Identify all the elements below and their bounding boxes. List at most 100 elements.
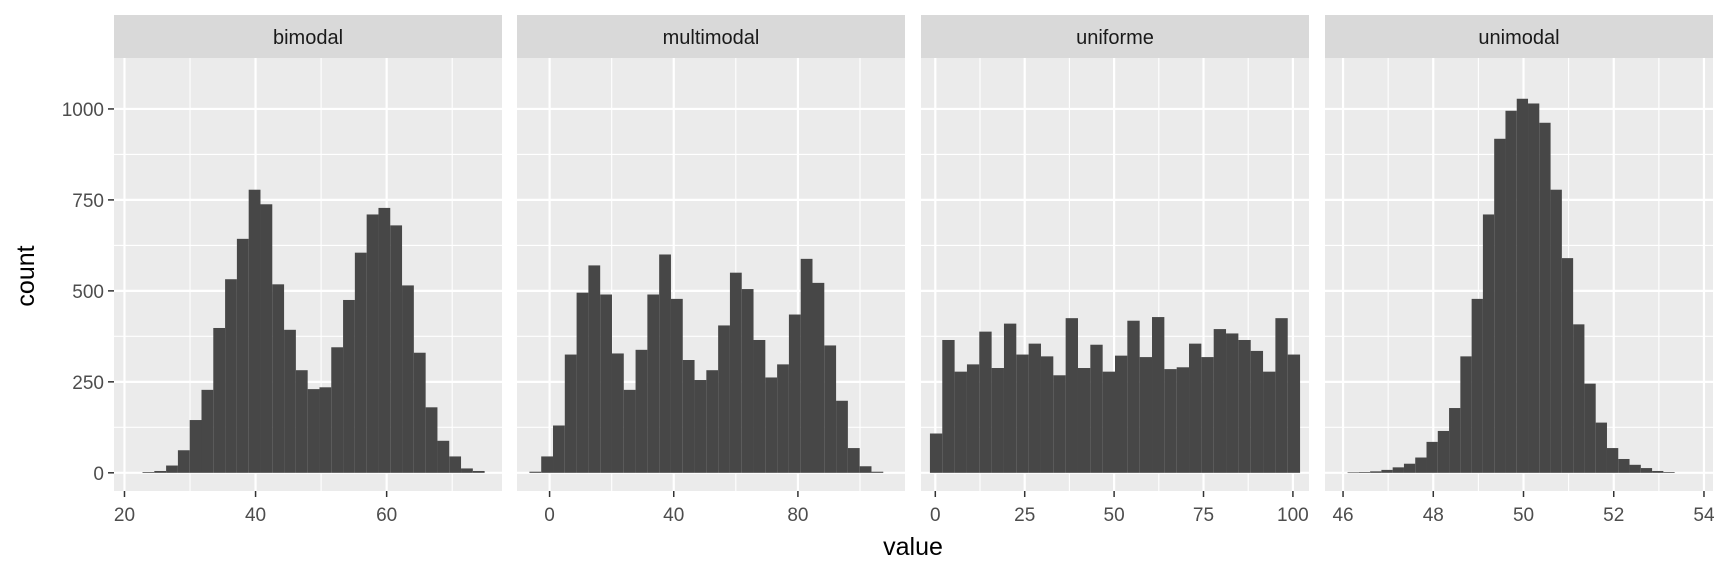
x-tick-label: 50 xyxy=(1513,505,1534,526)
histogram-bar xyxy=(729,272,742,473)
histogram-bar xyxy=(529,471,542,473)
histogram-bar xyxy=(390,225,403,473)
histogram-bar xyxy=(1077,368,1091,473)
x-tick-label: 0 xyxy=(930,505,941,526)
histogram-bar xyxy=(437,440,450,473)
histogram-bar xyxy=(1115,355,1128,473)
histogram-bar xyxy=(1139,357,1153,473)
facet-strip xyxy=(517,15,905,58)
x-tick-label: 100 xyxy=(1277,505,1309,526)
histogram-bar xyxy=(942,339,955,473)
x-tick-label: 20 xyxy=(114,505,135,526)
histogram-bar xyxy=(461,468,473,473)
histogram-bar xyxy=(295,370,308,473)
histogram-bar xyxy=(1102,371,1115,473)
histogram-bar xyxy=(248,189,261,473)
histogram-bar xyxy=(541,456,554,473)
histogram-bar xyxy=(1213,329,1227,473)
histogram-bar xyxy=(1584,383,1596,473)
histogram-bar xyxy=(611,353,624,473)
x-tick-label: 54 xyxy=(1693,505,1715,526)
histogram-bar xyxy=(425,407,438,473)
histogram-bar xyxy=(366,214,379,473)
histogram-bar xyxy=(1539,122,1551,473)
histogram-bar xyxy=(1275,318,1288,473)
histogram-bar xyxy=(600,294,612,473)
histogram-bar xyxy=(1403,463,1416,473)
histogram-bar xyxy=(1003,323,1017,473)
histogram-bar xyxy=(836,400,848,473)
histogram-bar xyxy=(402,285,414,473)
histogram-bar xyxy=(1347,472,1359,474)
panel-unimodal: unimodal 46 48 50 52 54 xyxy=(1325,15,1715,526)
x-tick-label: 52 xyxy=(1603,505,1624,526)
histogram-bar xyxy=(929,433,943,473)
histogram-bar xyxy=(201,389,214,473)
histogram-bar xyxy=(1437,430,1450,473)
histogram-bar xyxy=(1028,343,1041,473)
histogram-bar xyxy=(1016,354,1029,473)
histogram-bar xyxy=(1152,317,1165,473)
panel-uniforme: uniforme 0 25 50 75 100 xyxy=(921,15,1309,526)
histogram-bar xyxy=(343,299,355,473)
histogram-bar xyxy=(659,254,671,473)
histogram-bar xyxy=(1494,138,1506,473)
histogram-bar xyxy=(154,470,167,473)
y-tick-label: 1000 xyxy=(62,100,104,121)
facet-strip xyxy=(921,15,1309,58)
histogram-bar xyxy=(189,420,202,473)
histogram-bar xyxy=(177,450,190,473)
histogram-bar xyxy=(765,377,778,473)
histogram-bar xyxy=(588,265,601,473)
x-tick-label: 50 xyxy=(1104,505,1125,526)
x-tick-label: 40 xyxy=(663,505,684,526)
histogram-bar xyxy=(847,448,860,473)
facet-strip xyxy=(114,15,502,58)
histogram-bar xyxy=(213,327,226,473)
histogram-bar xyxy=(1053,375,1066,473)
histogram-bar xyxy=(1561,258,1574,473)
histogram-bar xyxy=(1176,367,1190,473)
histogram-bar xyxy=(635,349,648,473)
histogram-bar xyxy=(623,389,636,473)
histogram-bar xyxy=(1595,422,1607,473)
histogram-bar xyxy=(319,387,332,473)
histogram-bar xyxy=(1189,343,1202,473)
histogram-bar xyxy=(284,329,296,473)
histogram-bar xyxy=(1250,350,1264,473)
histogram-bar xyxy=(954,371,967,473)
histogram-bar xyxy=(1263,371,1276,473)
facet-strip xyxy=(1325,15,1713,58)
histogram-bar xyxy=(331,347,344,473)
x-axis-title: value xyxy=(883,533,943,561)
histogram-bar xyxy=(718,325,730,473)
histogram-bar xyxy=(1652,470,1664,473)
x-tick-label: 48 xyxy=(1423,505,1444,526)
x-tick-label: 40 xyxy=(245,505,266,526)
histogram-bar xyxy=(413,352,426,473)
histogram-bar xyxy=(1040,356,1054,473)
y-tick-label: 250 xyxy=(72,373,104,394)
histogram-bar xyxy=(777,364,789,473)
histogram-bar xyxy=(753,339,766,473)
histogram-bar xyxy=(472,470,485,473)
panel-multimodal: multimodal 0 40 80 xyxy=(517,15,905,526)
histogram-bar xyxy=(1629,464,1641,473)
histogram-bar xyxy=(647,294,660,473)
y-tick-label: 500 xyxy=(72,282,104,303)
histogram-bar xyxy=(966,364,980,473)
histogram-bar xyxy=(824,345,837,473)
x-tick-label: 46 xyxy=(1332,505,1353,526)
facet-strip-label: bimodal xyxy=(273,27,343,49)
histogram-bar xyxy=(1065,318,1078,473)
histogram-bar xyxy=(1573,324,1585,473)
y-tick-label: 0 xyxy=(93,464,104,485)
histogram-bar xyxy=(1663,472,1675,473)
histogram-bar xyxy=(236,238,249,473)
histogram-bar xyxy=(1471,298,1483,473)
histogram-bar xyxy=(1415,457,1427,473)
histogram-bar xyxy=(800,258,813,473)
facet-strip-label: multimodal xyxy=(663,27,760,49)
histogram-bar xyxy=(694,380,707,473)
